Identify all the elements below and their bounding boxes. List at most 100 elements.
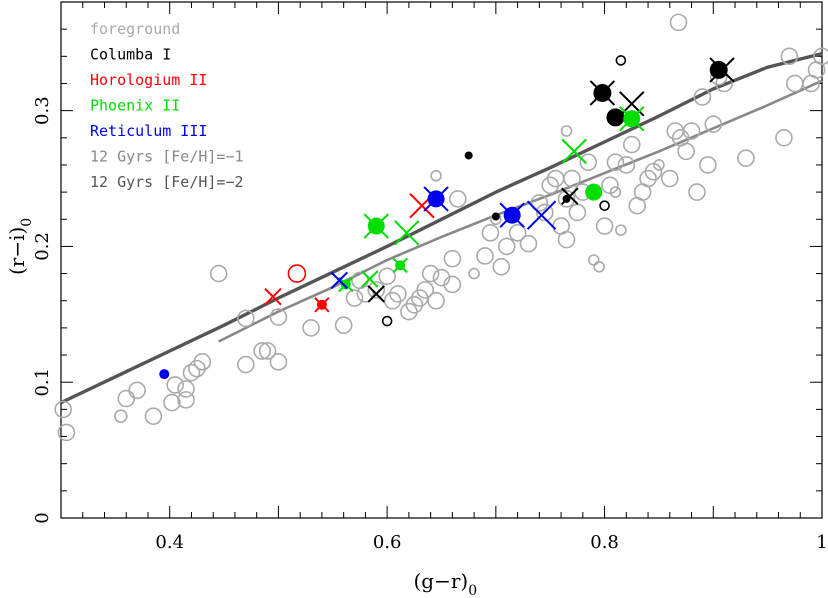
columba-i-point (606, 108, 625, 127)
columba-i-point (599, 200, 610, 211)
foreground-point (237, 309, 255, 328)
foreground-point (609, 186, 622, 198)
foreground-point (237, 355, 255, 374)
y-axis-title: (r−i)0 (5, 218, 35, 275)
foreground-point (113, 409, 128, 423)
phoenix-ii-cross (392, 257, 408, 274)
columba-i-point (381, 315, 393, 327)
foreground-point (57, 423, 76, 442)
foreground-point (775, 128, 793, 147)
x-tick-label: 0.6 (373, 532, 402, 553)
foreground-point (530, 194, 549, 212)
columba-i-cross (709, 57, 735, 83)
x-tick-label: 1 (816, 532, 827, 553)
y-tick-label: 0.1 (32, 368, 53, 397)
foreground-point (617, 156, 636, 174)
foreground-point (704, 115, 723, 134)
x-tick-label: 0.8 (590, 532, 619, 553)
columba-i-point (709, 60, 728, 79)
foreground-point (622, 135, 641, 154)
reticulum-iii-cross (499, 202, 525, 228)
legend: foreground Columba I Horologium II Phoenix … (90, 20, 244, 191)
foreground-point (389, 285, 407, 303)
horologium-ii-point (287, 264, 307, 283)
foreground-point (653, 159, 665, 171)
foreground-point (587, 254, 600, 266)
horologium-ii-cross (264, 287, 282, 306)
phoenix-ii-cross (361, 270, 379, 288)
foreground-point (699, 156, 717, 174)
foreground-point (443, 249, 462, 268)
foreground-point (421, 264, 440, 283)
foreground-point (557, 190, 576, 208)
foreground-point (606, 153, 625, 172)
foreground-point (269, 353, 288, 371)
foreground-point (786, 74, 804, 93)
foreground-point (427, 291, 445, 310)
reticulum-iii-point (159, 369, 170, 380)
plot-frame (60, 1, 823, 519)
foreground-point (182, 363, 201, 382)
phoenix-ii-cross (561, 138, 587, 165)
columba-i-point (491, 212, 500, 221)
foreground-point (563, 169, 581, 188)
x-axis-title: (g−r)0 (414, 569, 478, 598)
foreground-point (615, 224, 627, 236)
phoenix-ii-cross (394, 220, 420, 246)
foreground-point (54, 400, 72, 419)
foreground-point (166, 376, 184, 394)
legend-entry: Phoenix II (90, 97, 180, 115)
foreground-point (117, 389, 136, 408)
foreground-point (813, 47, 828, 66)
foreground-point (568, 203, 587, 222)
columba-i-point (615, 55, 627, 66)
foreground-point (334, 316, 353, 334)
foreground-point (579, 153, 598, 172)
reticulum-iii-cross (423, 186, 449, 212)
foreground-point (557, 230, 576, 249)
columba-i-point (562, 194, 571, 203)
foreground-point (177, 391, 195, 409)
legend-entry: 12 Gyrs [Fe/H]=−1 (90, 148, 244, 166)
legend-entry: foreground (90, 20, 180, 38)
foreground-point (737, 149, 755, 167)
y-tick-label: 0 (32, 512, 53, 523)
foreground-point (492, 257, 511, 276)
columba-i-cross (367, 285, 385, 303)
isochrone-line (218, 79, 823, 343)
legend-entry: Columba I (90, 46, 171, 64)
horologium-ii-cross (314, 297, 330, 313)
foreground-point (693, 88, 712, 106)
foreground-point (209, 264, 228, 283)
foreground-point (519, 234, 538, 253)
reticulum-iii-cross (330, 271, 349, 290)
legend-entry: Reticulum III (90, 122, 207, 140)
foreground-point (177, 380, 195, 398)
axis-ticks: 0.4 0.6 0.8 1 0 0.1 0.2 0.3 (32, 1, 828, 553)
foreground-point (193, 353, 212, 371)
foreground-point (497, 237, 516, 256)
foreground-point (660, 169, 679, 188)
foreground-point (144, 407, 163, 425)
foreground-point (508, 224, 527, 242)
foreground-point (669, 13, 688, 32)
foreground-point (476, 247, 494, 265)
foreground-point (593, 260, 605, 273)
columba-i-point (464, 151, 473, 160)
data-points (54, 13, 828, 442)
foreground-point (416, 281, 434, 299)
phoenix-ii-cross (619, 106, 645, 132)
foreground-point (688, 183, 706, 201)
phoenix-ii-point (585, 183, 603, 201)
columba-i-cross (589, 80, 616, 106)
foreground-point (378, 267, 396, 286)
foreground-point (258, 342, 277, 360)
y-tick-label: 0.3 (32, 96, 53, 125)
foreground-point (356, 285, 375, 303)
foreground-point (468, 267, 480, 280)
foreground-point (780, 47, 799, 66)
foreground-point (595, 217, 614, 235)
foreground-point (443, 275, 462, 294)
phoenix-ii-cross (363, 213, 389, 239)
